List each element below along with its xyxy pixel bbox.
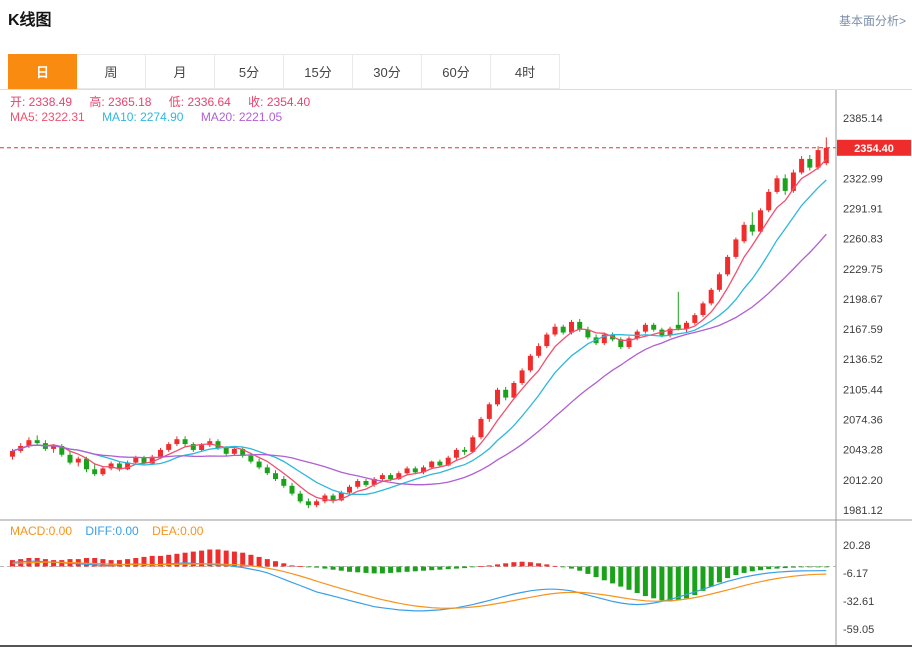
ma5-line [12, 158, 827, 502]
svg-text:2198.67: 2198.67 [843, 294, 883, 306]
dea-line [12, 561, 827, 609]
svg-text:2136.52: 2136.52 [843, 354, 883, 366]
svg-text:2229.75: 2229.75 [843, 264, 883, 276]
ma10-value: MA10: 2274.90 [102, 110, 184, 124]
macd-value: MACD:0.00 [10, 524, 73, 538]
tab-4hour[interactable]: 4时 [491, 54, 560, 89]
svg-text:2385.14: 2385.14 [843, 113, 883, 125]
tab-60min[interactable]: 60分 [422, 54, 491, 89]
current-price-badge: 2354.40 [837, 139, 911, 156]
tab-month[interactable]: 月 [146, 54, 215, 89]
svg-text:1981.12: 1981.12 [843, 505, 883, 517]
fundamental-analysis-link[interactable]: 基本面分析> [838, 14, 906, 28]
tab-15min[interactable]: 15分 [284, 54, 353, 89]
svg-text:2043.28: 2043.28 [843, 445, 883, 457]
svg-text:2167.59: 2167.59 [843, 324, 883, 336]
ma10-line [12, 179, 827, 496]
dea-value: DEA:0.00 [152, 524, 204, 538]
ma5-value: MA5: 2322.31 [10, 110, 85, 124]
svg-text:2012.20: 2012.20 [843, 475, 883, 487]
tab-30min[interactable]: 30分 [353, 54, 422, 89]
tab-week[interactable]: 周 [77, 54, 146, 89]
svg-text:2074.36: 2074.36 [843, 415, 883, 427]
ma-legend: MA5: 2322.31 MA10: 2274.90 MA20: 2221.05 [10, 110, 296, 124]
period-tabbar: 日 周 月 5分 15分 30分 60分 4时 [0, 54, 912, 90]
svg-text:2105.44: 2105.44 [843, 384, 883, 396]
tab-5min[interactable]: 5分 [215, 54, 284, 89]
diff-value: DIFF:0.00 [85, 524, 139, 538]
svg-text:2322.99: 2322.99 [843, 173, 883, 185]
close-value: 收: 2354.40 [248, 95, 311, 109]
macd-legend: MACD:0.00 DIFF:0.00 DEA:0.00 [10, 524, 213, 538]
high-value: 高: 2365.18 [89, 95, 152, 109]
kline-chart-canvas[interactable]: 2385.14 2322.99 2291.91 2260.83 2229.75 2198.… [0, 90, 912, 648]
candle-series [10, 137, 829, 509]
open-value: 开: 2338.49 [10, 95, 73, 109]
ma20-line [12, 233, 827, 486]
svg-text:-32.61: -32.61 [843, 596, 874, 608]
svg-text:2291.91: 2291.91 [843, 203, 883, 215]
ohlc-legend: 开: 2338.49 高: 2365.18 低: 2336.64 收: 2354… [10, 93, 324, 110]
svg-text:-59.05: -59.05 [843, 624, 874, 636]
ma20-value: MA20: 2221.05 [200, 110, 283, 124]
price-axis-labels: 2385.14 2322.99 2291.91 2260.83 2229.75 2198.… [843, 113, 883, 517]
svg-text:-6.17: -6.17 [843, 568, 868, 580]
macd-histogram [10, 549, 829, 602]
svg-text:2354.40: 2354.40 [854, 143, 894, 155]
period-tabs: 日 周 月 5分 15分 30分 60分 4时 [8, 54, 912, 89]
low-value: 低: 2336.64 [168, 95, 231, 109]
macd-axis-labels: 20.28 -6.17 -32.61 -59.05 [843, 540, 874, 636]
tab-day[interactable]: 日 [8, 54, 77, 89]
page-title: K线图 [8, 12, 52, 29]
svg-text:2260.83: 2260.83 [843, 234, 883, 246]
svg-text:20.28: 20.28 [843, 540, 871, 552]
